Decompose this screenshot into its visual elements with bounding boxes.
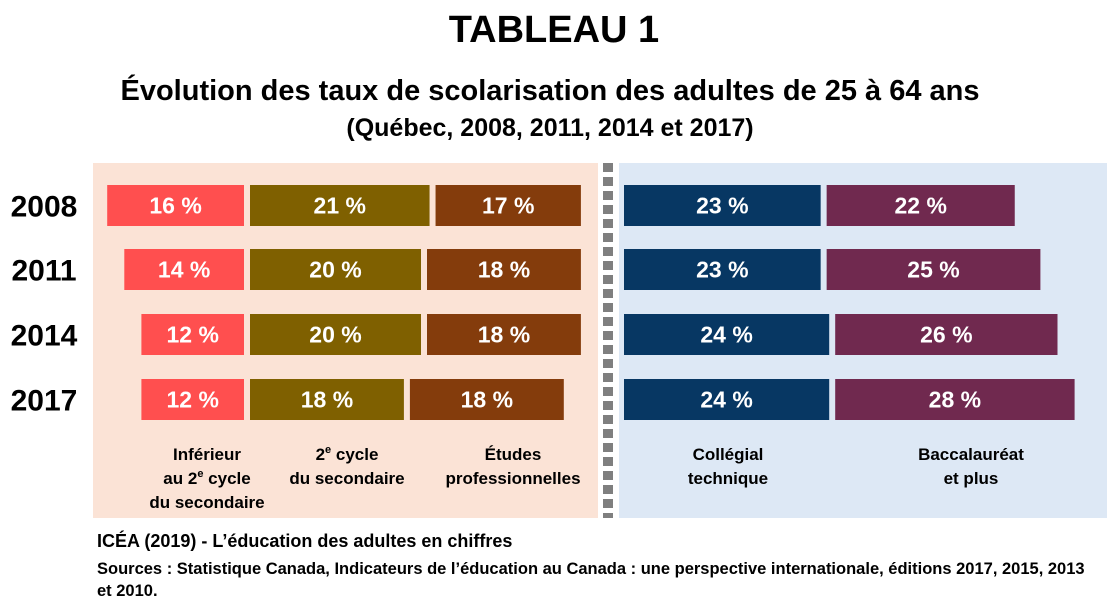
data-label: 14 % (158, 257, 210, 283)
legend-label: Études (485, 445, 542, 464)
year-label: 2008 (11, 191, 78, 224)
data-label: 18 % (461, 387, 513, 413)
legend-label: technique (688, 469, 768, 488)
legend-label: Inférieur (173, 445, 241, 464)
source-note: Sources : Statistique Canada, Indicateur… (97, 560, 1085, 600)
data-label: 12 % (166, 322, 218, 348)
bar-segment (250, 249, 421, 290)
chart-subtitle-scope: (Québec, 2008, 2011, 2014 et 2017) (346, 114, 754, 142)
legend-label: 2e cycle (316, 444, 379, 464)
bar-segment (826, 185, 1015, 226)
bar-segment (107, 185, 244, 226)
bar-segment (624, 185, 821, 226)
data-label: 22 % (894, 193, 946, 219)
year-label: 2014 (11, 320, 78, 353)
data-label: 26 % (920, 322, 972, 348)
source-citation: ICÉA (2019) - L’éducation des adultes en… (97, 531, 513, 551)
bar-segment (409, 379, 564, 420)
legend-label: et plus (944, 469, 999, 488)
data-label: 23 % (696, 193, 748, 219)
legend-label: professionnelles (445, 469, 580, 488)
bar-segment (141, 314, 244, 355)
bar-segment (250, 379, 404, 420)
bar-segment (250, 185, 430, 226)
data-label: 28 % (929, 387, 981, 413)
data-label: 25 % (907, 257, 959, 283)
data-label: 16 % (149, 193, 201, 219)
data-label: 18 % (478, 322, 530, 348)
chart-title: TABLEAU 1 (448, 9, 660, 51)
year-label: 2017 (11, 385, 78, 418)
data-label: 23 % (696, 257, 748, 283)
data-label: 12 % (166, 387, 218, 413)
year-label: 2011 (11, 255, 76, 288)
bar-segment (250, 314, 421, 355)
bar-segment (624, 379, 830, 420)
bar-segment (124, 249, 244, 290)
bar-segment (826, 249, 1041, 290)
data-label: 24 % (700, 387, 752, 413)
data-label: 21 % (314, 193, 366, 219)
bar-segment (624, 314, 830, 355)
bar-segment (624, 249, 821, 290)
legend-label: du secondaire (149, 493, 264, 512)
data-label: 18 % (301, 387, 353, 413)
bar-segment (141, 379, 244, 420)
chart-subtitle: Évolution des taux de scolarisation des … (120, 75, 980, 107)
data-label: 20 % (309, 322, 361, 348)
bar-segment (435, 185, 581, 226)
data-label: 20 % (309, 257, 361, 283)
bar-segment (427, 314, 581, 355)
legend-label: au 2e cycle (163, 468, 250, 488)
legend-label: Collégial (693, 445, 764, 464)
data-label: 18 % (478, 257, 530, 283)
bar-segment (835, 314, 1058, 355)
legend-label: du secondaire (289, 469, 404, 488)
data-label: 17 % (482, 193, 534, 219)
panel-divider (603, 163, 613, 518)
bar-segment (835, 379, 1075, 420)
data-label: 24 % (700, 322, 752, 348)
bar-segment (427, 249, 581, 290)
legend-label: Baccalauréat (918, 445, 1024, 464)
